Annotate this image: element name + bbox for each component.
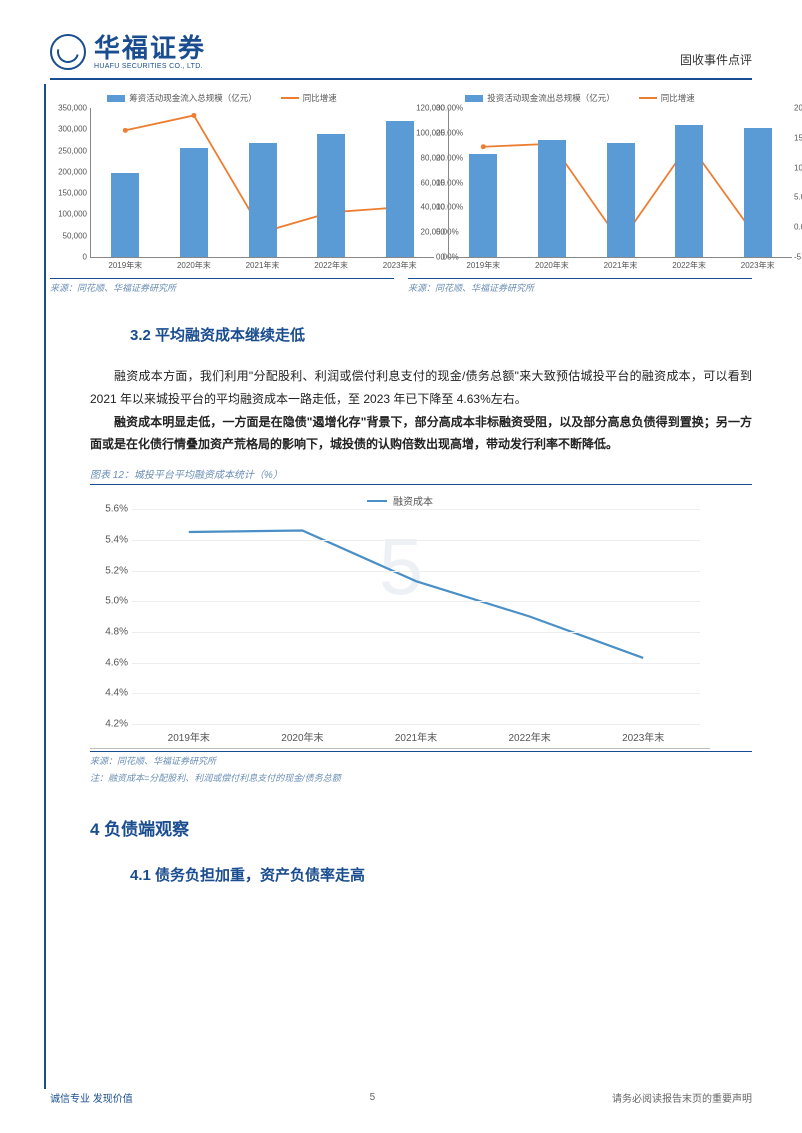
chart3-source-2: 注：融资成本=分配股利、利润或偿付利息支付的现金/债务总额 [90, 771, 752, 785]
chart1-source: 来源：同花顺、华福证券研究所 [50, 278, 394, 294]
x-category: 2020年末 [174, 260, 214, 271]
ytick-left: 80,000 [409, 153, 445, 162]
top-charts-row: 筹资活动现金流入总规模（亿元） 同比增速 0 50,000 100,000 150,0… [50, 92, 752, 294]
x-category: 2020年末 [532, 260, 572, 271]
x-category: 2023年末 [380, 260, 420, 271]
footer-page-number: 5 [370, 1092, 376, 1103]
ytick-left: 150,000 [51, 189, 87, 198]
page-header: 华福证券 HUAFU SECURITIES CO., LTD. 固收事件点评 [50, 34, 752, 80]
x-category: 2021年末 [386, 729, 446, 744]
ytick: 4.4% [94, 688, 128, 699]
ytick: 4.2% [94, 719, 128, 730]
chart2-legend-line: 同比增速 [661, 92, 695, 104]
chart3-source-1: 来源：同花顺、华福证券研究所 [90, 751, 752, 768]
logo-en: HUAFU SECURITIES CO., LTD. [94, 63, 206, 70]
ytick-right: 0.00% [794, 223, 802, 232]
chart-investing-outflow: 投资活动现金流出总规模（亿元） 同比增速 0 20,000 40,000 60,000… [408, 92, 752, 294]
bar [469, 154, 497, 257]
ytick: 5.6% [94, 504, 128, 515]
x-category: 2023年末 [738, 260, 778, 271]
heading-3-2: 3.2 平均融资成本继续走低 [130, 324, 752, 345]
ytick-left: 350,000 [51, 104, 87, 113]
ytick-left: 120,000 [409, 104, 445, 113]
bar [675, 125, 703, 257]
heading-4: 4 负债端观察 [90, 815, 752, 840]
x-category: 2020年末 [272, 729, 332, 744]
x-category: 2019年末 [105, 260, 145, 271]
ytick-right: -5.00% [794, 253, 802, 262]
ytick-right: 5.00% [794, 193, 802, 202]
ytick-left: 100,000 [51, 210, 87, 219]
chart2-source: 来源：同花顺、华福证券研究所 [408, 278, 752, 294]
ytick: 4.8% [94, 627, 128, 638]
ytick-right: 10.00% [794, 163, 802, 172]
x-category: 2021年末 [243, 260, 283, 271]
chart2-legend-bar: 投资活动现金流出总规模（亿元） [487, 92, 615, 104]
x-category: 2022年末 [311, 260, 351, 271]
ytick-left: 0 [51, 253, 87, 262]
bar [180, 148, 208, 257]
page-footer: 诚信专业 发现价值 5 请务必阅读报告末页的重要声明 [50, 1090, 752, 1105]
bar [249, 143, 277, 257]
chart3-legend: 融资成本 [393, 493, 433, 508]
para-3-2-2: 融资成本明显走低，一方面是在隐债"遏增化存"背景下，部分高成本非标融资受阻，以及… [90, 411, 752, 457]
huafu-logo-icon [50, 34, 86, 70]
ytick: 4.6% [94, 657, 128, 668]
left-margin-rule [44, 84, 46, 1089]
chart1-legend-bar: 筹资活动现金流入总规模（亿元） [129, 92, 257, 104]
logo-cn: 华福证券 [94, 35, 206, 61]
ytick-left: 200,000 [51, 167, 87, 176]
chart-financing-inflow: 筹资活动现金流入总规模（亿元） 同比增速 0 50,000 100,000 150,0… [50, 92, 394, 294]
ytick-left: 0 [409, 253, 445, 262]
figure-12-caption: 图表 12：城投平台平均融资成本统计（%） [90, 466, 752, 485]
ytick-right: 20.00% [794, 104, 802, 113]
ytick: 5.0% [94, 596, 128, 607]
ytick-left: 40,000 [409, 203, 445, 212]
ytick-left: 20,000 [409, 228, 445, 237]
bar [538, 140, 566, 257]
x-category: 2019年末 [463, 260, 503, 271]
ytick-left: 300,000 [51, 125, 87, 134]
x-category: 2022年末 [669, 260, 709, 271]
heading-4-1: 4.1 债务负担加重，资产负债率走高 [130, 864, 752, 885]
ytick-right: 15.00% [794, 133, 802, 142]
footer-right: 请务必阅读报告末页的重要声明 [612, 1090, 752, 1105]
x-category: 2019年末 [159, 729, 219, 744]
footer-left: 诚信专业 发现价值 [50, 1090, 133, 1105]
header-category: 固收事件点评 [680, 51, 752, 70]
chart-financing-cost: 融资成本 4.2% 4.4% 4.6% 4.8% 5.0% 5.2% 5.4% 5.6% 201… [90, 489, 752, 749]
ytick: 5.4% [94, 534, 128, 545]
ytick-left: 50,000 [51, 231, 87, 240]
logo-block: 华福证券 HUAFU SECURITIES CO., LTD. [50, 34, 206, 70]
para-3-2-1: 融资成本方面，我们利用"分配股利、利润或偿付利息支付的现金/债务总额"来大致预估… [90, 365, 752, 411]
x-category: 2022年末 [500, 729, 560, 744]
bar [744, 128, 772, 257]
x-category: 2021年末 [601, 260, 641, 271]
bar [607, 143, 635, 257]
bar [111, 173, 139, 257]
chart1-legend-line: 同比增速 [303, 92, 337, 104]
ytick-left: 100,000 [409, 128, 445, 137]
x-category: 2023年末 [613, 729, 673, 744]
ytick: 5.2% [94, 565, 128, 576]
ytick-left: 250,000 [51, 146, 87, 155]
ytick-left: 60,000 [409, 178, 445, 187]
bar [317, 134, 345, 257]
